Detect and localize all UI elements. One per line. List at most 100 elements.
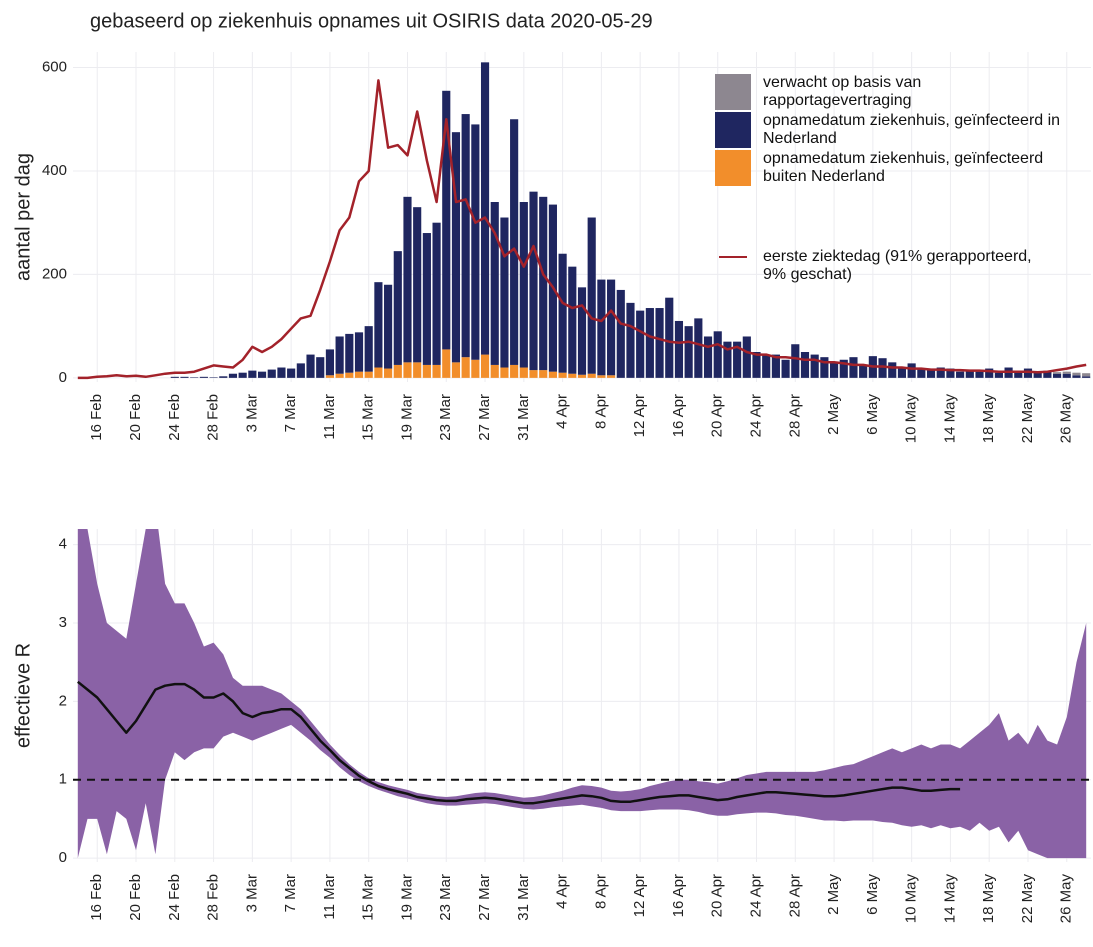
bar — [859, 364, 868, 378]
bar — [694, 318, 703, 378]
bar — [558, 253, 567, 373]
bar — [1082, 373, 1091, 377]
x-tick-label: 4 Apr — [554, 394, 571, 429]
bar — [374, 282, 383, 368]
bar — [1082, 376, 1091, 378]
bar — [781, 359, 790, 378]
bar — [500, 367, 509, 378]
x-tick-label: 14 May — [941, 874, 958, 924]
bar — [238, 372, 247, 378]
bar — [480, 354, 490, 378]
bar — [849, 357, 858, 378]
legend-label: opnamedatum ziekenhuis, geïnfecteerd in … — [763, 112, 1061, 147]
bar — [393, 251, 402, 365]
line — [77, 79, 1087, 380]
bar — [713, 331, 722, 378]
bar — [994, 372, 1003, 378]
bar — [1072, 372, 1081, 376]
bar — [510, 119, 519, 365]
bar — [985, 368, 994, 378]
bar — [587, 373, 596, 378]
bar — [413, 362, 422, 378]
x-tick-label: 2 May — [825, 394, 842, 435]
bar — [907, 363, 916, 378]
bar — [277, 367, 286, 378]
legend-label: opnamedatum ziekenhuis, geïnfecteerd bui… — [763, 150, 1044, 185]
y-axis-label: aantal per dag — [12, 153, 34, 281]
bar — [1072, 375, 1081, 378]
x-tick-label: 19 Mar — [398, 394, 415, 441]
y-tick-label: 0 — [59, 369, 67, 386]
bar — [209, 377, 218, 378]
x-tick-label: 3 Mar — [243, 394, 260, 432]
x-tick-label: 16 Apr — [670, 394, 687, 437]
x-tick-label: 3 Mar — [243, 874, 260, 912]
y-tick-label: 2 — [59, 692, 67, 709]
x-tick-label: 31 Mar — [515, 394, 532, 441]
bar — [306, 354, 315, 378]
bar — [422, 233, 431, 365]
bar — [490, 202, 499, 365]
bar — [917, 368, 926, 378]
x-tick-label: 2 May — [825, 874, 842, 915]
bar — [257, 371, 267, 378]
bar — [500, 217, 509, 368]
x-tick-label: 6 May — [864, 874, 881, 915]
x-tick-label: 16 Apr — [670, 874, 687, 917]
x-tick-label: 10 May — [903, 874, 920, 924]
y-axis-label: effectieve R — [12, 643, 34, 748]
bar — [665, 297, 674, 378]
bar — [442, 349, 451, 378]
bar — [519, 202, 528, 368]
bar — [325, 349, 334, 376]
x-tick-label: 23 Mar — [437, 874, 454, 921]
bar — [180, 376, 189, 378]
bar — [345, 372, 354, 378]
bar — [190, 377, 199, 378]
x-tick-label: 28 Feb — [205, 394, 222, 441]
bar — [1062, 371, 1071, 374]
y-tick-label: 3 — [59, 614, 67, 631]
bar — [733, 341, 742, 378]
bar — [267, 369, 276, 378]
legend-swatch — [715, 74, 751, 110]
bar — [442, 90, 451, 350]
x-tick-label: 7 Mar — [282, 394, 299, 432]
bar — [335, 373, 344, 378]
bar — [1014, 370, 1023, 378]
bar — [325, 375, 334, 378]
bar — [432, 364, 441, 378]
bar — [791, 344, 800, 378]
bar — [529, 370, 538, 378]
x-tick-label: 24 Feb — [166, 874, 183, 921]
line — [77, 680, 961, 805]
x-tick-label: 23 Mar — [437, 394, 454, 441]
bar — [422, 364, 431, 378]
x-tick-label: 15 Mar — [360, 394, 377, 441]
bar — [888, 362, 897, 378]
bar — [316, 357, 325, 378]
bar — [248, 370, 257, 378]
bar — [762, 354, 771, 378]
bar — [461, 114, 470, 358]
x-tick-label: 12 Apr — [631, 394, 648, 437]
x-tick-label: 27 Mar — [476, 394, 493, 441]
bar — [1043, 371, 1052, 378]
x-tick-label: 31 Mar — [515, 874, 532, 921]
bar — [461, 357, 470, 378]
bar — [830, 362, 839, 378]
bar — [607, 279, 616, 376]
bar — [897, 367, 907, 378]
x-tick-label: 24 Feb — [166, 394, 183, 441]
x-tick-label: 22 May — [1019, 394, 1036, 444]
bar — [403, 196, 412, 363]
bar — [839, 359, 848, 378]
bar — [199, 376, 208, 378]
y-tick-label: 1 — [59, 771, 67, 788]
bar — [1052, 372, 1062, 374]
bar — [946, 368, 955, 378]
bar — [364, 371, 373, 378]
y-tick-label: 400 — [42, 162, 67, 179]
